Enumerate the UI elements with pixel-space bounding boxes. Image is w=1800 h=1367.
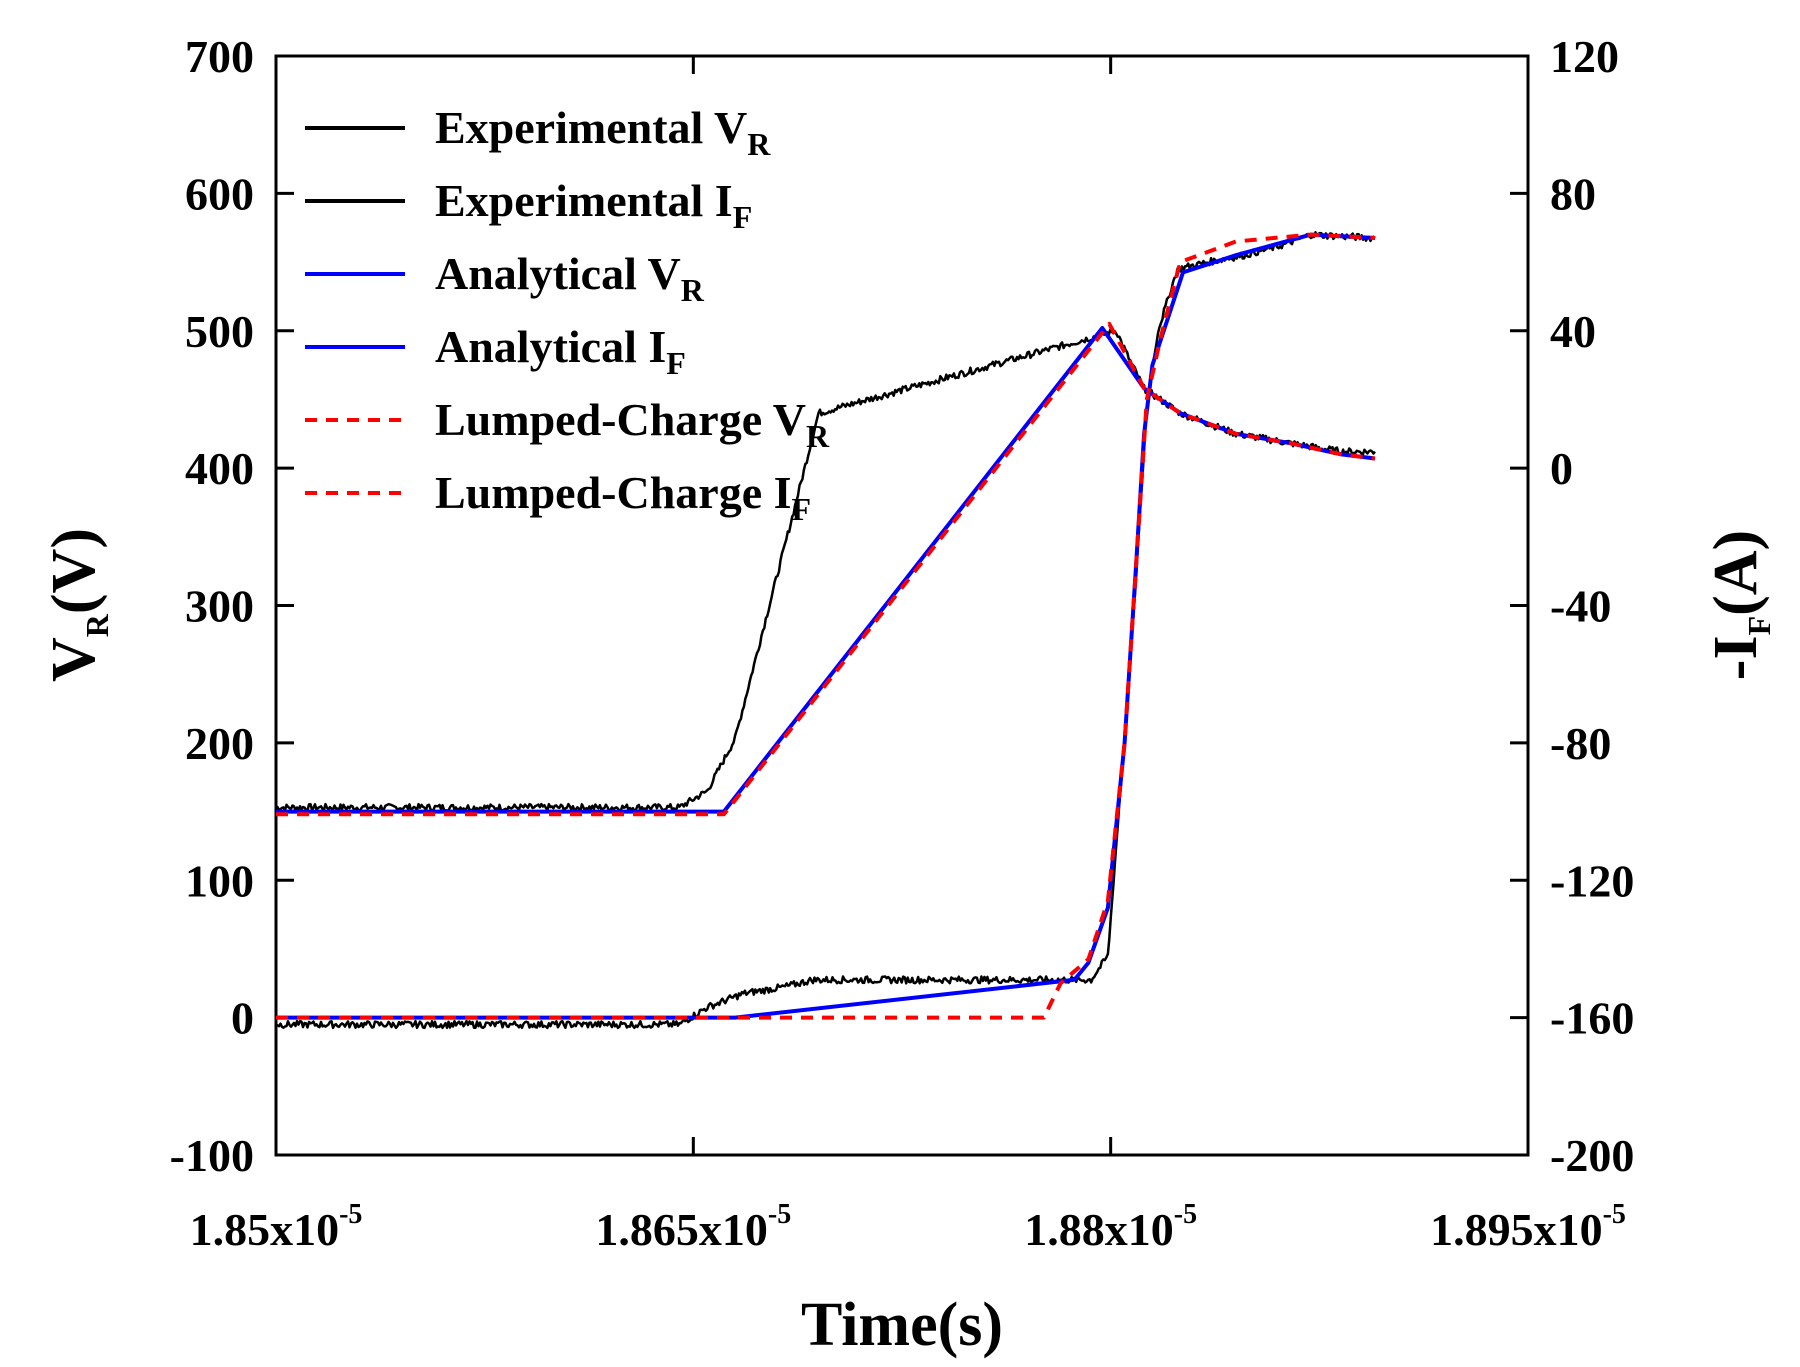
legend-label: Analytical IF bbox=[435, 321, 686, 381]
y-right-tick-label: -80 bbox=[1550, 718, 1611, 769]
series-lumped-charge-v-r bbox=[276, 321, 1376, 817]
x-tick-label: 1.895x10-5 bbox=[1430, 1199, 1626, 1255]
legend-label-main: Experimental V bbox=[435, 102, 747, 153]
legend-label-main: Lumped-Charge V bbox=[435, 394, 806, 445]
y-right-title-sub: F bbox=[1741, 616, 1777, 636]
y-left-axis-title: VR(V) bbox=[40, 528, 115, 682]
legend-label-sub: R bbox=[747, 126, 771, 162]
legend-label-main: Lumped-Charge I bbox=[435, 467, 792, 518]
y-right-tick-label: -120 bbox=[1550, 855, 1634, 906]
y-left-title-main: V bbox=[40, 637, 108, 682]
x-tick-label: 1.85x10-5 bbox=[190, 1199, 363, 1255]
series-lumped-charge-i-f bbox=[276, 232, 1376, 1020]
y-left-tick-label: -100 bbox=[170, 1130, 254, 1181]
y-right-tick-label: -160 bbox=[1550, 993, 1634, 1044]
legend-label-sub: F bbox=[733, 199, 753, 235]
y-right-tick-label: 80 bbox=[1550, 168, 1596, 219]
x-tick-exponent: -5 bbox=[1603, 1199, 1626, 1230]
y-right-tick-label: 120 bbox=[1550, 31, 1619, 82]
y-left-title-tail: (V) bbox=[40, 528, 108, 614]
legend-label-sub: R bbox=[681, 272, 705, 308]
x-tick-exponent: -5 bbox=[768, 1199, 791, 1230]
y-left-tick-label: 200 bbox=[185, 718, 254, 769]
y-right-axis-title: -IF(A) bbox=[1702, 530, 1777, 680]
y-left-tick-label: 500 bbox=[185, 306, 254, 357]
x-tick-mantissa: 1.865x10 bbox=[595, 1204, 768, 1255]
y-left-tick-label: 400 bbox=[185, 443, 254, 494]
legend-label: Lumped-Charge VR bbox=[435, 394, 830, 454]
legend-label: Experimental VR bbox=[435, 102, 771, 162]
y-right-title-main: -I bbox=[1702, 635, 1770, 680]
legend-label-sub: F bbox=[792, 491, 812, 527]
legend-label-sub: R bbox=[806, 418, 830, 454]
x-tick-mantissa: 1.85x10 bbox=[190, 1204, 340, 1255]
x-tick-exponent: -5 bbox=[339, 1199, 362, 1230]
series-analytical-v-r bbox=[276, 326, 1376, 814]
legend-label: Experimental IF bbox=[435, 175, 752, 235]
legend-label: Analytical VR bbox=[435, 248, 705, 308]
legend-label-main: Experimental I bbox=[435, 175, 733, 226]
y-left-tick-label: 0 bbox=[231, 993, 254, 1044]
x-tick-label: 1.865x10-5 bbox=[595, 1199, 791, 1255]
x-tick-mantissa: 1.895x10 bbox=[1430, 1204, 1603, 1255]
y-left-tick-label: 100 bbox=[185, 855, 254, 906]
y-right-title-tail: (A) bbox=[1702, 530, 1770, 616]
legend-label: Lumped-Charge IF bbox=[435, 467, 811, 527]
y-left-tick-label: 700 bbox=[185, 31, 254, 82]
x-axis-title: Time(s) bbox=[801, 1291, 1003, 1359]
y-left-tick-label: 600 bbox=[185, 168, 254, 219]
x-tick-exponent: -5 bbox=[1174, 1199, 1197, 1230]
y-right-tick-label: 40 bbox=[1550, 306, 1596, 357]
series-analytical-i-f bbox=[276, 232, 1376, 1020]
y-right-tick-label: -40 bbox=[1550, 581, 1611, 632]
y-left-tick-label: 300 bbox=[185, 581, 254, 632]
y-right-tick-label: -200 bbox=[1550, 1130, 1634, 1181]
legend-label-main: Analytical V bbox=[435, 248, 681, 299]
y-right-tick-label: 0 bbox=[1550, 443, 1573, 494]
y-left-title-sub: R bbox=[79, 613, 115, 637]
x-tick-mantissa: 1.88x10 bbox=[1024, 1204, 1174, 1255]
series-experimental-i-f bbox=[275, 231, 1376, 1030]
legend-label-main: Analytical I bbox=[435, 321, 666, 372]
x-tick-label: 1.88x10-5 bbox=[1024, 1199, 1197, 1255]
legend-label-sub: F bbox=[666, 345, 686, 381]
